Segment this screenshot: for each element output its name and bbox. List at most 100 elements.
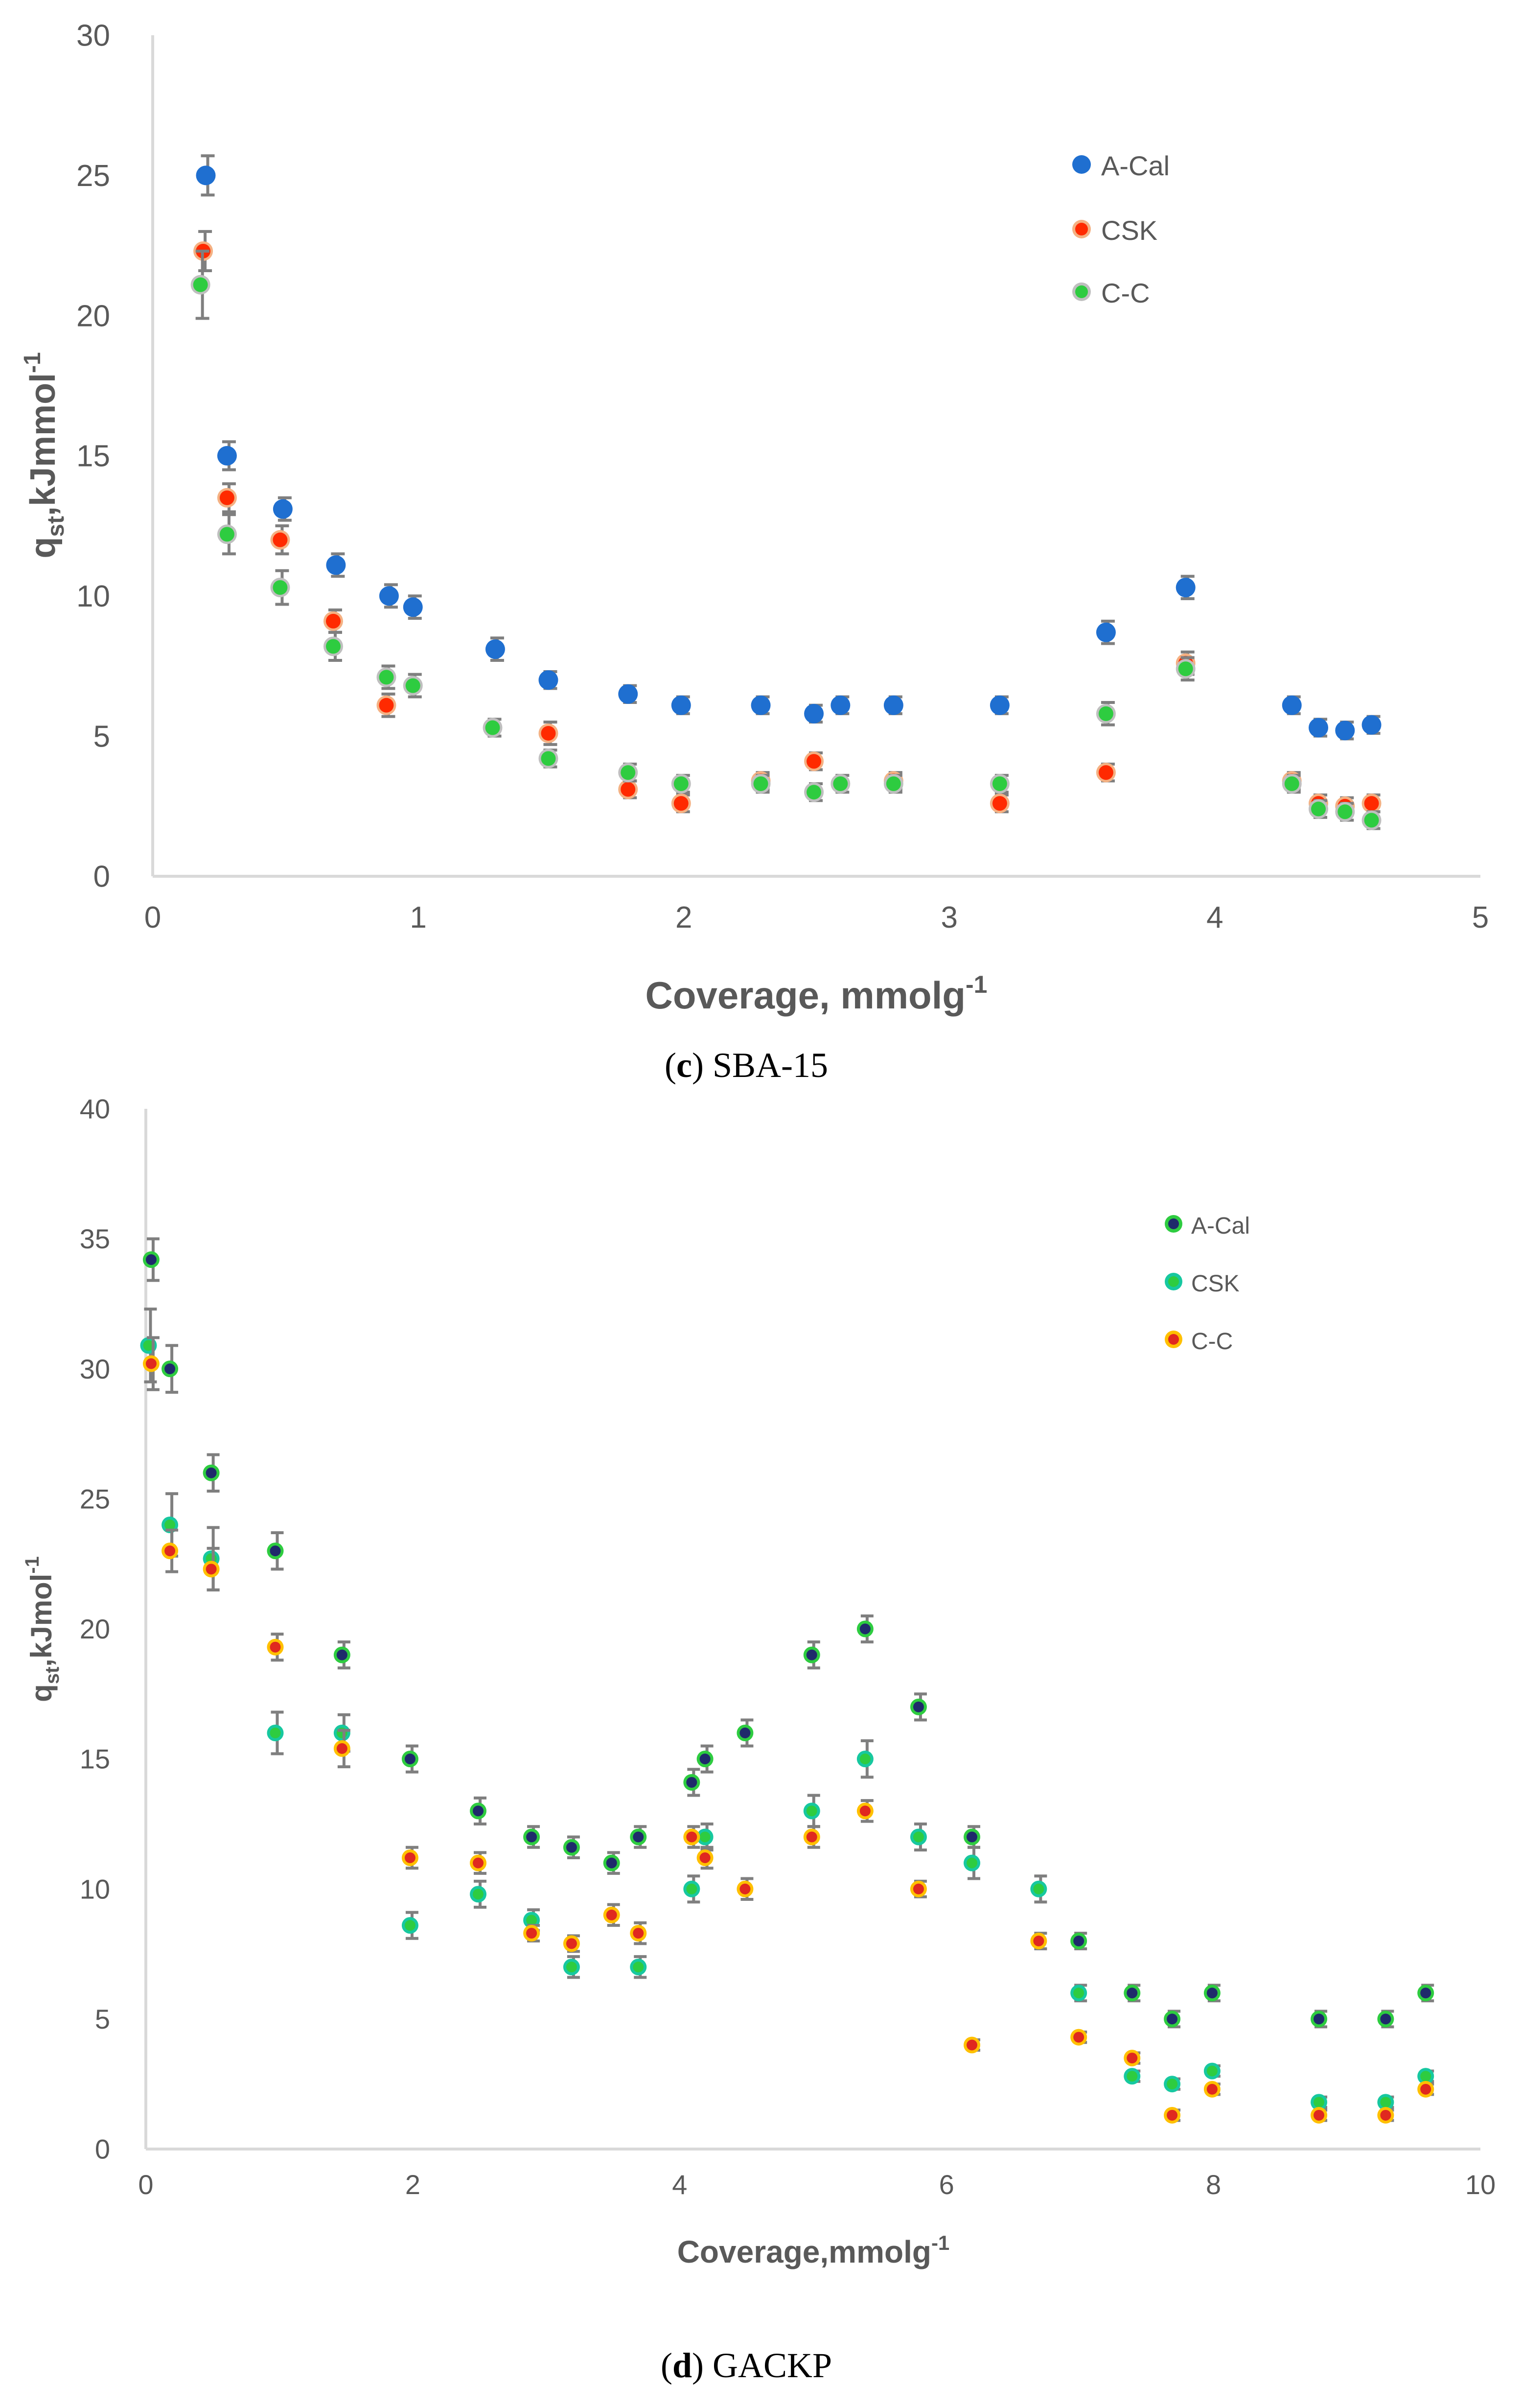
data-point xyxy=(217,524,237,544)
chart-d-y-tick-15: 15 xyxy=(80,1744,110,1775)
data-point xyxy=(1203,2081,1221,2098)
chart-c-x-axis-title: Coverage, mmolg-1 xyxy=(646,971,988,1017)
data-point xyxy=(1335,802,1355,822)
data-point xyxy=(1311,2094,1328,2111)
data-point xyxy=(401,1751,418,1768)
data-point xyxy=(470,1854,487,1871)
chart-d-y-axis-title: qst,kJmol-1 xyxy=(22,1556,63,1702)
chart-c-y-tick-25: 25 xyxy=(76,159,110,193)
chart-c-series-csk xyxy=(193,230,1382,817)
data-point xyxy=(267,1543,284,1560)
chart-d-caption: (d) GACKP xyxy=(661,2346,832,2385)
data-point xyxy=(190,275,210,295)
data-point xyxy=(856,1802,874,1820)
data-point xyxy=(161,1360,179,1378)
chart-c: 0 5 10 15 20 25 30 0 1 2 3 4 5 Coverage, mmolg-1 qs… xyxy=(20,19,1489,1085)
data-point xyxy=(376,695,396,715)
data-point xyxy=(1377,2011,1394,2028)
chart-c-y-tick-5: 5 xyxy=(93,720,110,753)
data-point xyxy=(1164,2011,1181,2028)
legend-marker-d-c-c-center xyxy=(1168,1334,1179,1345)
data-point xyxy=(883,695,903,715)
chart-d-x-tick-6: 6 xyxy=(939,2169,954,2200)
data-point xyxy=(671,794,691,814)
data-point xyxy=(683,1880,700,1897)
data-point xyxy=(751,774,771,794)
data-point xyxy=(696,1849,714,1866)
data-point xyxy=(1030,1933,1047,1949)
data-point xyxy=(803,1828,820,1846)
chart-d-series-c-c xyxy=(142,1336,1434,2124)
chart-d-y-tick-30: 30 xyxy=(80,1354,110,1384)
data-point xyxy=(671,695,691,715)
chart-d-y-tick-40: 40 xyxy=(80,1094,110,1124)
data-point xyxy=(1176,659,1196,679)
chart-c-x-tick-0: 0 xyxy=(144,901,161,935)
chart-d-y-tick-0: 0 xyxy=(95,2134,110,2165)
data-point xyxy=(401,1917,418,1934)
chart-d: 0 5 10 15 20 25 30 35 40 0 2 4 6 8 10 Coverage,mmolg-… xyxy=(22,1094,1496,2385)
chart-c-plot-area xyxy=(190,154,1382,830)
data-point xyxy=(1164,2106,1181,2124)
data-point xyxy=(333,1646,350,1663)
legend-item-a-cal: A-Cal xyxy=(1072,150,1170,181)
data-point xyxy=(603,1906,620,1923)
data-point xyxy=(333,1740,350,1757)
data-point xyxy=(1124,2050,1141,2067)
data-point xyxy=(203,1561,220,1578)
data-point xyxy=(1203,2062,1221,2080)
data-point xyxy=(990,695,1010,715)
data-point xyxy=(803,1802,820,1820)
chart-d-y-tick-20: 20 xyxy=(80,1613,110,1644)
data-point xyxy=(696,1751,714,1768)
legend-marker-csk-center xyxy=(1075,223,1088,235)
chart-c-y-tick-labels: 0 5 10 15 20 25 30 xyxy=(76,19,110,894)
data-point xyxy=(830,774,851,794)
chart-c-series-a-cal xyxy=(196,154,1382,741)
data-point xyxy=(267,1638,284,1656)
legend-marker-c-c-center xyxy=(1075,285,1088,298)
data-point xyxy=(323,611,343,631)
chart-c-y-tick-30: 30 xyxy=(76,19,110,53)
chart-c-legend: A-Cal CSK C-C xyxy=(1072,150,1170,308)
data-point xyxy=(1070,1985,1087,2002)
data-point xyxy=(804,782,824,802)
data-point xyxy=(483,718,503,738)
data-point xyxy=(403,676,423,696)
data-point xyxy=(804,751,824,771)
data-point xyxy=(1096,763,1116,783)
legend-marker-a-cal xyxy=(1072,155,1091,174)
data-point xyxy=(910,1880,927,1897)
data-point xyxy=(990,774,1010,794)
data-point xyxy=(1311,2106,1328,2124)
data-point xyxy=(618,779,638,799)
data-point xyxy=(737,1725,754,1741)
data-point xyxy=(751,695,771,715)
data-point xyxy=(1309,718,1329,738)
data-point xyxy=(485,639,505,659)
chart-c-x-tick-5: 5 xyxy=(1472,901,1489,935)
data-point xyxy=(737,1880,754,1897)
data-point xyxy=(326,555,346,575)
data-point xyxy=(1417,2068,1434,2085)
chart-d-y-tick-10: 10 xyxy=(80,1873,110,1904)
data-point xyxy=(683,1774,700,1791)
data-point xyxy=(910,1828,927,1846)
data-point xyxy=(267,1725,284,1741)
data-point xyxy=(1282,695,1302,715)
data-point xyxy=(618,684,638,704)
data-point xyxy=(563,1959,580,1976)
data-point xyxy=(1124,1985,1141,2002)
data-point xyxy=(1096,622,1116,642)
chart-d-x-axis-title: Coverage,mmolg-1 xyxy=(677,2231,950,2269)
data-point xyxy=(856,1751,874,1768)
chart-c-x-tick-2: 2 xyxy=(675,901,692,935)
legend-item-c-c: C-C xyxy=(1072,278,1150,308)
chart-d-x-tick-4: 4 xyxy=(672,2169,687,2200)
data-point xyxy=(1070,1933,1087,1949)
data-point xyxy=(1377,2106,1394,2124)
chart-d-y-tick-5: 5 xyxy=(95,2004,110,2034)
data-point xyxy=(630,1828,647,1846)
data-point xyxy=(1361,794,1382,814)
data-point xyxy=(630,1925,647,1942)
